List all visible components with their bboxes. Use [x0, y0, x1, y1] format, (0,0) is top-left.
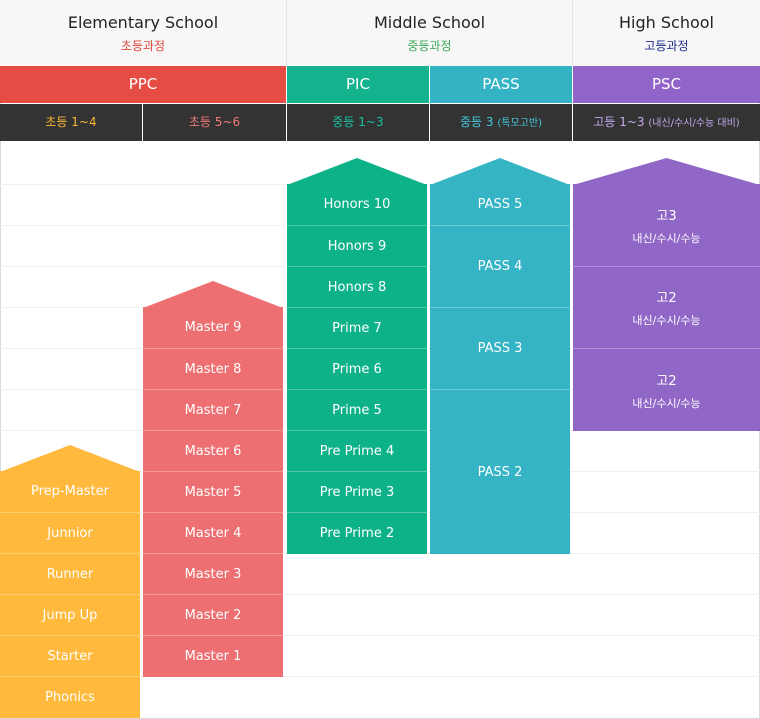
school-name: Middle School: [373, 13, 486, 32]
level-title: 고3: [656, 208, 677, 224]
level-title: 고2: [656, 291, 677, 306]
level-cell: PASS 2: [430, 389, 570, 554]
grade-elem-5-6: 초등 5~6: [143, 104, 286, 141]
grade-label: 초등 1~4: [45, 115, 97, 129]
level-cell: Pre Prime 4: [287, 430, 427, 471]
divider: [572, 0, 573, 66]
level-cell: Phonics: [0, 676, 140, 718]
level-cell: Pre Prime 3: [287, 471, 427, 512]
level-cell: Master 6: [143, 430, 283, 471]
level-cell: 고2 내신/수시/수능: [573, 266, 760, 348]
level-cell: Honors 8: [287, 266, 427, 307]
school-korean: 고등과정: [644, 39, 689, 53]
level-cell: Master 7: [143, 389, 283, 430]
column-high-psc: 고3 내신/수시/수능 고2 내신/수시/수능 고2 내신/수시/수능: [573, 158, 760, 431]
level-cell: Master 2: [143, 594, 283, 635]
arrow-roof: [573, 158, 760, 185]
level-cell: Master 8: [143, 348, 283, 389]
column-pass: PASS 5 PASS 4 PASS 3 PASS 2: [430, 158, 570, 554]
level-cell: Jump Up: [0, 594, 140, 635]
grade-label: 고등 1~3: [593, 115, 645, 129]
level-subtitle: 내신/수시/수능: [632, 396, 701, 410]
grade-note: (내신/수시/수능 대비): [648, 118, 740, 129]
level-cell: Starter: [0, 635, 140, 676]
arrow-roof: [0, 445, 140, 472]
column-middle-pic: Honors 10 Honors 9 Honors 8 Prime 7 Prim…: [287, 158, 427, 554]
level-cell: Honors 9: [287, 225, 427, 266]
grade-note: (특모고반): [497, 118, 542, 129]
grid-line: [0, 676, 760, 677]
level-title: 고2: [656, 373, 677, 389]
level-cell: Master 4: [143, 512, 283, 553]
column-elementary-5-6: Master 9 Master 8 Master 7 Master 6 Mast…: [143, 281, 283, 677]
level-cell: 고2 내신/수시/수능: [573, 348, 760, 431]
level-cell: Master 9: [143, 307, 283, 348]
level-cell: Prime 7: [287, 307, 427, 348]
level-cell: PASS 3: [430, 307, 570, 389]
school-name: Elementary School: [67, 13, 219, 32]
program-ppc: PPC: [0, 66, 286, 103]
level-cell: Master 3: [143, 553, 283, 594]
level-subtitle: 내신/수시/수능: [632, 314, 701, 327]
grade-middle-1-3: 중등 1~3: [287, 104, 429, 141]
grade-label: 초등 5~6: [188, 115, 241, 129]
school-header-elementary: Elementary School 초등과정: [0, 0, 286, 66]
school-name: High School: [619, 13, 714, 32]
level-cell: Junnior: [0, 512, 140, 553]
column-elementary-1-4: Prep-Master Junnior Runner Jump Up Start…: [0, 445, 140, 718]
level-cell: Honors 10: [287, 184, 427, 225]
school-korean: 중등과정: [407, 39, 452, 53]
level-cell: Pre Prime 2: [287, 512, 427, 554]
level-cell: PASS 5: [430, 184, 570, 225]
arrow-roof: [287, 158, 427, 185]
level-cell: Prep-Master: [0, 471, 140, 512]
grade-label: 중등 3: [460, 115, 494, 129]
grid-line: [0, 594, 760, 595]
divider: [286, 0, 287, 66]
level-cell: Prime 6: [287, 348, 427, 389]
school-header-middle: Middle School 중등과정: [287, 0, 572, 66]
level-subtitle: 내신/수시/수능: [632, 231, 701, 245]
school-header-high: High School 고등과정: [573, 0, 760, 66]
level-cell: PASS 4: [430, 225, 570, 307]
grade-middle-3: 중등 3 (특모고반): [430, 104, 572, 141]
level-cell: Master 1: [143, 635, 283, 677]
arrow-roof: [143, 281, 283, 308]
grade-high-1-3: 고등 1~3 (내신/수시/수능 대비): [573, 104, 760, 141]
grid-line: [0, 635, 760, 636]
level-cell: 고3 내신/수시/수능: [573, 184, 760, 266]
level-cell: Runner: [0, 553, 140, 594]
program-psc: PSC: [573, 66, 760, 103]
program-pic: PIC: [287, 66, 429, 103]
grade-elem-1-4: 초등 1~4: [0, 104, 142, 141]
school-korean: 초등과정: [120, 39, 166, 53]
arrow-roof: [430, 158, 570, 185]
level-cell: Prime 5: [287, 389, 427, 430]
grade-label: 중등 1~3: [332, 115, 384, 129]
level-cell: Master 5: [143, 471, 283, 512]
program-pass: PASS: [430, 66, 572, 103]
